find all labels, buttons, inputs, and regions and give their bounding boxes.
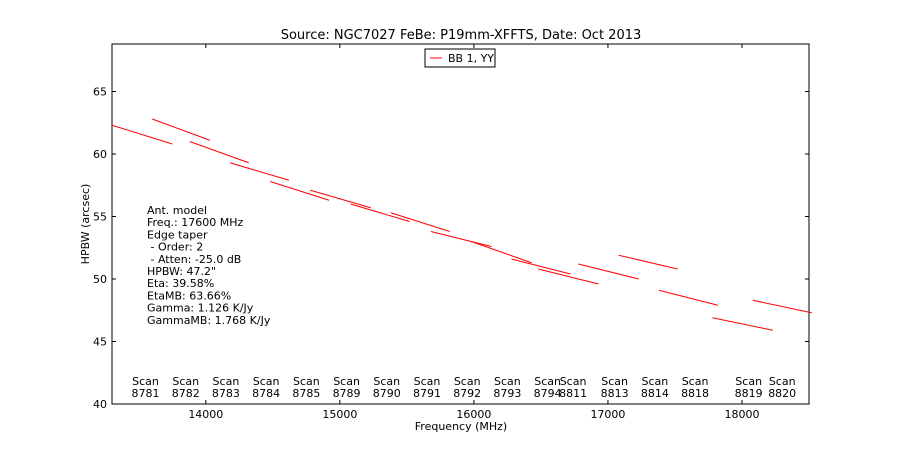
chart-title: Source: NGC7027 FeBe: P19mm-XFFTS, Date:… bbox=[281, 28, 642, 43]
scan-label: Scan 8783 bbox=[212, 375, 240, 400]
series-bb1-yy bbox=[111, 118, 812, 331]
data-segment bbox=[152, 118, 211, 141]
legend-label: BB 1, YY bbox=[448, 52, 494, 65]
scan-labels: Scan 8781 Scan 8782 Scan 8783 Scan 8784 Scan 8785… bbox=[132, 375, 797, 400]
scan-label: Scan 8784 bbox=[252, 375, 280, 400]
scan-label: Scan 8814 bbox=[641, 375, 669, 400]
data-segment bbox=[618, 254, 678, 270]
y-tick-label: 40 bbox=[93, 398, 107, 411]
annotation-line: Ant. model bbox=[147, 204, 207, 217]
y-tick-label: 45 bbox=[93, 336, 107, 349]
data-segment bbox=[390, 212, 450, 232]
data-segment bbox=[538, 268, 599, 285]
data-segment bbox=[511, 258, 571, 275]
scan-label: Scan 8792 bbox=[453, 375, 481, 400]
annotation-line: - Atten: -25.0 dB bbox=[147, 253, 241, 266]
x-axis-label: Frequency (MHz) bbox=[415, 420, 507, 433]
data-segment bbox=[712, 317, 773, 331]
x-tick-label: 17000 bbox=[590, 408, 625, 421]
legend-box bbox=[424, 48, 496, 68]
legend: BB 1, YY bbox=[424, 48, 496, 68]
scan-label: Scan 8790 bbox=[373, 375, 401, 400]
scan-label: Scan 8820 bbox=[768, 375, 796, 400]
x-tick-label: 15000 bbox=[322, 408, 357, 421]
scan-label: Scan 8793 bbox=[493, 375, 521, 400]
axis-ticks: 14000 15000 16000 17000 18000 40 45 50 55 60 65 bbox=[93, 44, 809, 421]
data-segment bbox=[111, 124, 173, 145]
scan-label: Scan 8819 bbox=[735, 375, 763, 400]
data-segment bbox=[350, 203, 410, 222]
data-segment bbox=[430, 231, 492, 247]
annotation-line: - Order: 2 bbox=[147, 241, 203, 254]
data-segment bbox=[658, 289, 718, 306]
data-segment bbox=[471, 241, 532, 264]
scan-label: Scan 8785 bbox=[292, 375, 320, 400]
scan-label: Scan 8791 bbox=[413, 375, 441, 400]
y-tick-label: 50 bbox=[93, 273, 107, 286]
scan-label: Scan 8794 bbox=[534, 375, 562, 400]
plot-area bbox=[111, 43, 810, 405]
annotation-line: Freq.: 17600 MHz bbox=[147, 216, 244, 229]
data-segment bbox=[310, 189, 371, 209]
y-tick-label: 65 bbox=[93, 86, 107, 99]
annotation-line: HPBW: 47.2" bbox=[147, 265, 216, 278]
annotation-line: Edge taper bbox=[147, 228, 208, 241]
y-tick-label: 60 bbox=[93, 148, 107, 161]
scan-label: Scan 8813 bbox=[601, 375, 629, 400]
data-segment bbox=[752, 299, 812, 314]
annotation-line: EtaMB: 63.66% bbox=[147, 289, 231, 302]
x-tick-label: 16000 bbox=[456, 408, 491, 421]
y-axis-label: HPBW (arcsec) bbox=[79, 184, 92, 265]
annotation-line: Gamma: 1.126 K/Jy bbox=[147, 302, 254, 315]
data-segment bbox=[229, 162, 290, 181]
annotation-line: GammaMB: 1.768 K/Jy bbox=[147, 314, 271, 327]
x-tick-label: 14000 bbox=[188, 408, 223, 421]
data-segment bbox=[270, 181, 330, 201]
x-tick-label: 18000 bbox=[724, 408, 759, 421]
scan-label: Scan 8789 bbox=[333, 375, 361, 400]
scan-label: Scan 8811 bbox=[559, 375, 587, 400]
scan-label: Scan 8782 bbox=[172, 375, 200, 400]
data-segment bbox=[189, 141, 249, 164]
data-segment bbox=[578, 263, 639, 280]
annotation-line: Eta: 39.58% bbox=[147, 277, 214, 290]
scan-label: Scan 8818 bbox=[681, 375, 709, 400]
scan-label: Scan 8781 bbox=[132, 375, 160, 400]
y-tick-label: 55 bbox=[93, 211, 107, 224]
